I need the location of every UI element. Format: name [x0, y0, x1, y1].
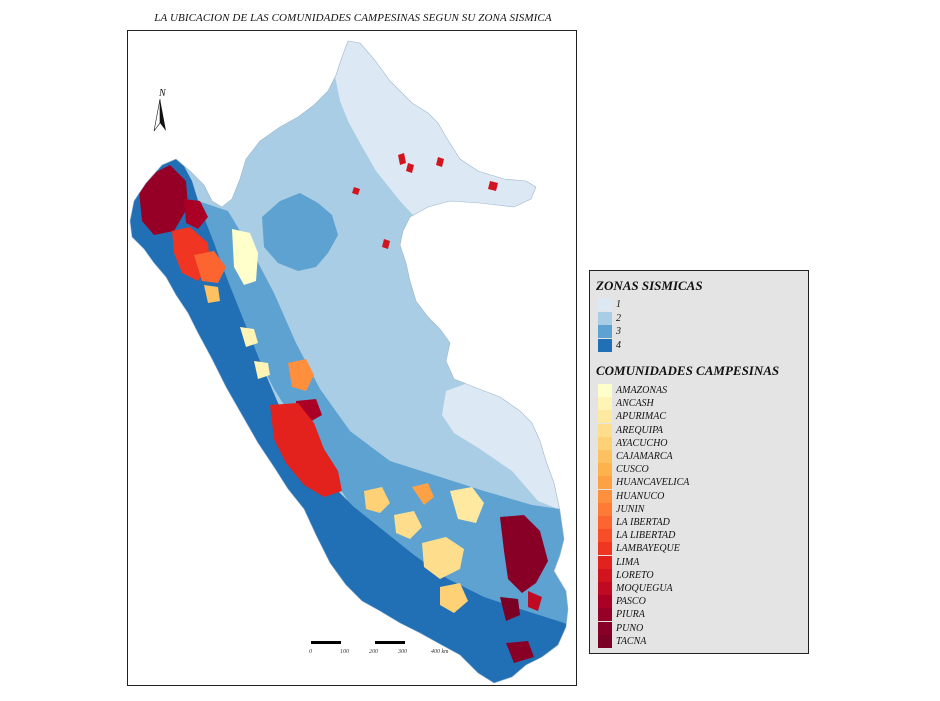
- community-swatch: [598, 489, 612, 503]
- zone-swatch: [598, 338, 612, 352]
- zone-item: 1: [598, 298, 621, 311]
- community-swatch: [598, 555, 612, 569]
- community-swatch: [598, 595, 612, 609]
- community-label: PASCO: [616, 596, 646, 608]
- communities-title: COMUNIDADES CAMPESINAS: [596, 363, 780, 378]
- community-swatch: [598, 529, 612, 543]
- zone-item: 4: [598, 338, 621, 352]
- scale-label-200: 200: [369, 649, 378, 655]
- scale-bar: 0 100 200 300 400 km: [309, 641, 449, 655]
- community-swatch: [598, 516, 612, 529]
- community-label: LIMA: [616, 556, 640, 568]
- community-item: PUNO: [598, 621, 644, 635]
- community-item: LA LIBERTAD: [598, 529, 676, 543]
- zone-label: 3: [616, 326, 621, 337]
- community-swatch: [598, 397, 612, 411]
- zone-label: 2: [616, 312, 621, 324]
- peru-map: N 0 100 200 300 400 km: [129, 40, 569, 684]
- community-label: LORETO: [616, 569, 654, 581]
- community-label: LAMBAYEQUE: [616, 543, 680, 555]
- scale-label-100: 100: [340, 649, 349, 655]
- community-item: LAMBAYEQUE: [598, 542, 680, 556]
- community-item: HUANCAVELICA: [598, 476, 690, 490]
- community-label: LA IBERTAD: [616, 517, 670, 528]
- community-swatch: [598, 568, 612, 582]
- community-item: AMAZONAS: [598, 384, 667, 397]
- community-item: PIURA: [598, 608, 645, 622]
- zone-item: 3: [598, 325, 621, 338]
- community-item: AREQUIPA: [598, 423, 664, 437]
- community-item: MOQUEGUA: [598, 582, 673, 595]
- community-item: ANCASH: [598, 397, 654, 411]
- community-patches: [138, 153, 548, 663]
- zone-3-stripe: [198, 201, 568, 651]
- community-swatch: [598, 502, 612, 516]
- community-label: CUSCO: [616, 464, 649, 476]
- community-item: AYACUCHO: [598, 436, 668, 450]
- community-label: CAJAMARCA: [616, 451, 673, 462]
- map-title: LA UBICACION DE LAS COMUNIDADES CAMPESIN…: [154, 12, 552, 24]
- zone-label: 1: [616, 299, 621, 310]
- community-item: HUANUCO: [598, 489, 665, 503]
- zone-item: 2: [598, 311, 621, 325]
- community-item: LA IBERTAD: [598, 516, 670, 529]
- community-item: CAJAMARCA: [598, 450, 673, 463]
- community-label: AMAZONAS: [616, 385, 668, 396]
- community-item: CUSCO: [598, 463, 649, 477]
- zone-swatch: [598, 298, 612, 311]
- community-label: PUNO: [616, 622, 644, 634]
- community-label: APURIMAC: [616, 411, 666, 423]
- community-label: AREQUIPA: [616, 424, 664, 436]
- community-swatch: [598, 582, 612, 595]
- north-label: N: [158, 88, 167, 99]
- community-item: LIMA: [598, 555, 640, 569]
- community-swatch: [598, 621, 612, 635]
- community-label: LA LIBERTAD: [616, 530, 676, 542]
- community-swatch: [598, 463, 612, 477]
- community-swatch: [598, 476, 612, 490]
- zone-3-blob: [262, 193, 338, 271]
- map-legend: ZONAS SISMICAS 1 2 3 4 COMUNIDADES CAMPESIN…: [589, 270, 809, 654]
- community-label: TACNA: [616, 635, 647, 647]
- scale-label-0: 0: [309, 649, 312, 655]
- community-swatch: [598, 410, 612, 424]
- community-swatch: [598, 384, 612, 397]
- zone-swatch: [598, 325, 612, 338]
- map-frame: N 0 100 200 300 400 km: [127, 30, 577, 686]
- seismic-zones: [130, 41, 568, 683]
- north-arrow-icon: N: [153, 88, 167, 132]
- community-label: HUANUCO: [616, 490, 665, 502]
- community-label: AYACUCHO: [616, 437, 668, 449]
- community-item: LORETO: [598, 568, 654, 582]
- community-label: JUNIN: [616, 503, 645, 515]
- zones-title: ZONAS SISMICAS: [596, 278, 703, 293]
- community-swatch: [598, 634, 612, 648]
- community-label: HUANCAVELICA: [616, 477, 690, 489]
- community-swatch: [598, 542, 612, 556]
- community-item: TACNA: [598, 634, 647, 648]
- scale-label-400: 400 km: [431, 648, 449, 655]
- community-swatch: [598, 608, 612, 622]
- scale-label-300: 300: [397, 649, 407, 655]
- zone-label: 4: [616, 339, 621, 351]
- community-item: JUNIN: [598, 502, 645, 516]
- community-item: PASCO: [598, 595, 646, 609]
- zone-swatch: [598, 311, 612, 325]
- community-swatch: [598, 436, 612, 450]
- community-swatch: [598, 423, 612, 437]
- community-label: MOQUEGUA: [616, 583, 673, 594]
- community-label: PIURA: [616, 609, 645, 621]
- community-label: ANCASH: [616, 398, 654, 410]
- community-item: APURIMAC: [598, 410, 666, 424]
- community-swatch: [598, 450, 612, 463]
